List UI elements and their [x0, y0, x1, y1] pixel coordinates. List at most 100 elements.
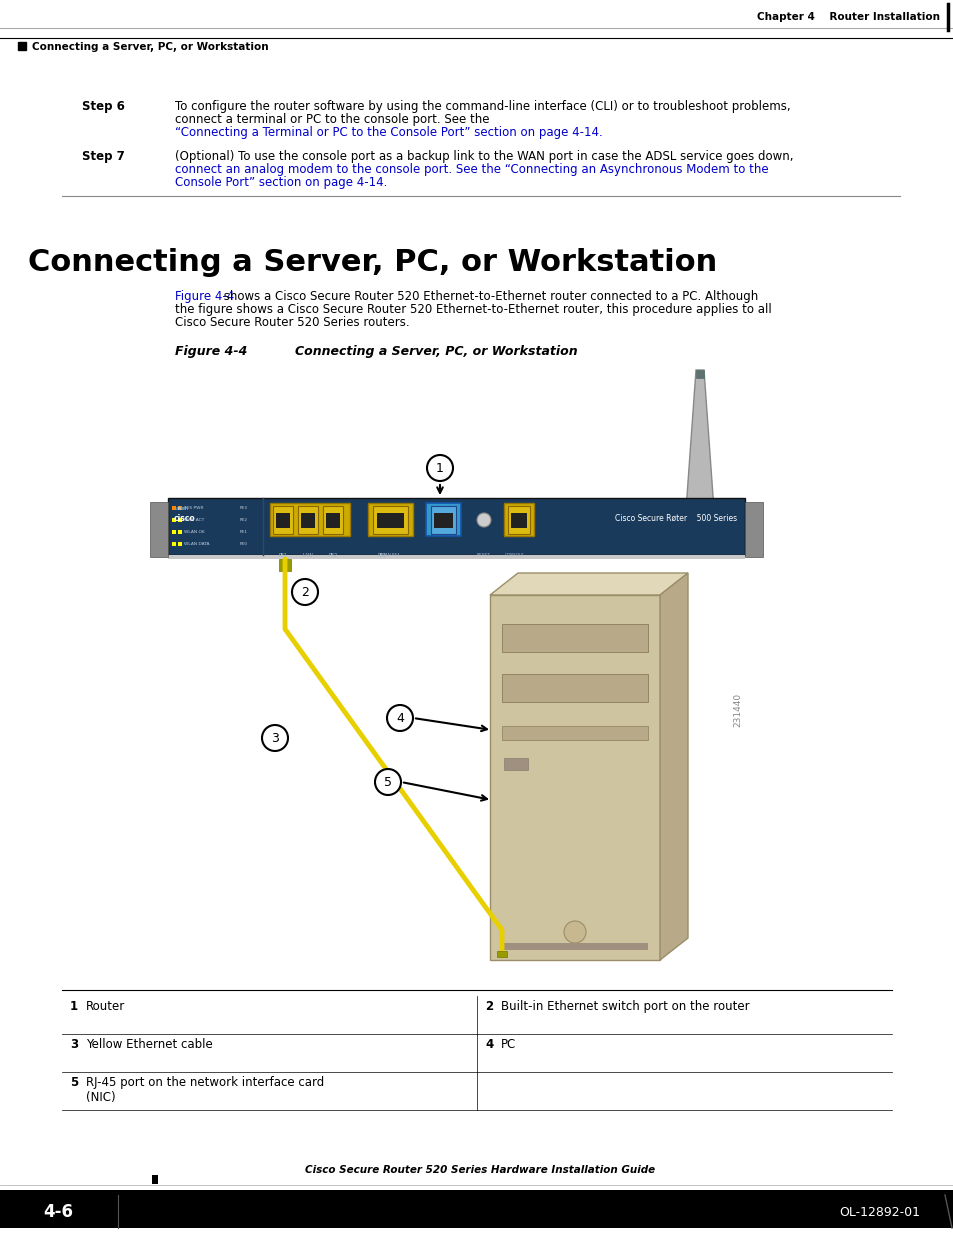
Text: Figure 4-4: Figure 4-4	[174, 345, 247, 358]
Text: “Connecting a Terminal or PC to the Console Port” section on page 4-14.: “Connecting a Terminal or PC to the Cons…	[174, 126, 602, 140]
Bar	[273, 506, 293, 534]
Text: 5: 5	[384, 776, 392, 788]
Text: PE1: PE1	[278, 553, 287, 558]
Text: Connecting a Server, PC, or Workstation: Connecting a Server, PC, or Workstation	[294, 345, 577, 358]
Bar	[172, 530, 175, 534]
Text: FE2: FE2	[240, 517, 248, 522]
Text: Connecting a Server, PC, or Workstation: Connecting a Server, PC, or Workstation	[32, 42, 269, 52]
Text: Cisco Secure Røter    500 Series: Cisco Secure Røter 500 Series	[615, 514, 737, 522]
Bar	[323, 506, 343, 534]
Bar	[501, 944, 647, 950]
Text: shows a Cisco Secure Router 520 Ethernet-to-Ethernet router connected to a PC. A: shows a Cisco Secure Router 520 Ethernet…	[220, 290, 758, 303]
Text: 4: 4	[484, 1037, 493, 1051]
Text: Cisco Secure Router 520 Series routers.: Cisco Secure Router 520 Series routers.	[174, 316, 409, 329]
Bar	[18, 42, 26, 49]
Text: PC: PC	[500, 1037, 516, 1051]
Text: Step 7: Step 7	[82, 149, 125, 163]
Bar	[497, 951, 506, 957]
Bar	[744, 501, 762, 557]
Bar	[511, 513, 526, 529]
Text: Chapter 4    Router Installation: Chapter 4 Router Installation	[757, 12, 939, 22]
Text: CONSOLE: CONSOLE	[504, 553, 524, 557]
Text: 3: 3	[271, 731, 278, 745]
Circle shape	[262, 725, 288, 751]
Bar	[168, 555, 744, 559]
Polygon shape	[659, 573, 687, 960]
Bar	[172, 517, 175, 522]
Bar	[150, 501, 168, 557]
Bar	[434, 513, 453, 529]
Bar	[278, 559, 291, 571]
Bar	[503, 503, 534, 536]
Polygon shape	[685, 370, 713, 510]
Bar	[501, 674, 647, 701]
Bar	[431, 506, 456, 534]
Text: RESET: RESET	[476, 553, 491, 557]
Text: 4-6: 4-6	[43, 1203, 73, 1221]
Text: FE3: FE3	[240, 506, 248, 510]
Text: ahah: ahah	[175, 506, 189, 511]
Text: connect an analog modem to the console port. See the “Connecting an Asynchronous: connect an analog modem to the console p…	[174, 163, 768, 177]
Bar	[373, 506, 408, 534]
Circle shape	[563, 921, 585, 944]
Text: WLAN OK: WLAN OK	[184, 530, 204, 534]
Bar	[501, 624, 647, 652]
Bar	[507, 506, 530, 534]
Text: 5: 5	[70, 1076, 78, 1089]
Bar	[501, 726, 647, 740]
Circle shape	[292, 579, 317, 605]
Text: 3: 3	[70, 1037, 78, 1051]
Bar	[178, 542, 182, 546]
Circle shape	[476, 513, 491, 527]
Bar	[326, 513, 339, 529]
Bar	[172, 506, 175, 510]
Bar	[178, 517, 182, 522]
Bar	[178, 530, 182, 534]
Text: To configure the router software by using the command-line interface (CLI) or to: To configure the router software by usin…	[174, 100, 790, 112]
Text: 231440: 231440	[733, 693, 741, 727]
Text: Step 6: Step 6	[82, 100, 125, 112]
Text: PE1: PE1	[377, 553, 387, 558]
Bar	[0, 1191, 115, 1228]
Text: OL-12892-01: OL-12892-01	[839, 1205, 920, 1219]
Text: cisco: cisco	[173, 514, 195, 522]
Text: SYS PWR: SYS PWR	[184, 506, 203, 510]
Text: Router: Router	[86, 1000, 125, 1013]
Bar	[426, 503, 460, 536]
Text: Figure 4-4: Figure 4-4	[174, 290, 234, 303]
Bar	[275, 513, 290, 529]
Text: Built-in Ethernet switch port on the router: Built-in Ethernet switch port on the rou…	[500, 1000, 749, 1013]
Text: Console Port” section on page 4-14.: Console Port” section on page 4-14.	[174, 177, 387, 189]
Circle shape	[427, 454, 453, 480]
Text: 4: 4	[395, 711, 403, 725]
Text: Yellow Ethernet cable: Yellow Ethernet cable	[86, 1037, 213, 1051]
Text: 2: 2	[484, 1000, 493, 1013]
Bar	[689, 510, 709, 522]
Text: the figure shows a Cisco Secure Router 520 Ethernet-to-Ethernet router, this pro: the figure shows a Cisco Secure Router 5…	[174, 303, 771, 316]
Text: RJ-45 port on the network interface card
(NIC): RJ-45 port on the network interface card…	[86, 1076, 324, 1104]
Polygon shape	[490, 573, 687, 595]
Bar	[168, 498, 744, 555]
Text: LAW: LAW	[302, 553, 314, 558]
Bar	[172, 542, 175, 546]
Bar	[152, 1174, 158, 1184]
Text: WAN PE4: WAN PE4	[380, 553, 399, 557]
Bar	[0, 1191, 953, 1228]
Bar	[297, 506, 317, 534]
Text: FE0: FE0	[240, 542, 248, 546]
Text: WAN ACT: WAN ACT	[184, 517, 204, 522]
Bar	[270, 503, 350, 536]
Text: 1: 1	[70, 1000, 78, 1013]
Text: 2: 2	[301, 585, 309, 599]
Bar	[503, 758, 527, 769]
Bar	[301, 513, 314, 529]
Bar	[490, 595, 659, 960]
Circle shape	[375, 769, 400, 795]
Bar	[178, 506, 182, 510]
Text: connect a terminal or PC to the console port. See the: connect a terminal or PC to the console …	[174, 112, 489, 126]
Text: 1: 1	[436, 462, 443, 474]
Text: Cisco Secure Router 520 Series Hardware Installation Guide: Cisco Secure Router 520 Series Hardware …	[305, 1165, 655, 1174]
Bar	[376, 513, 403, 529]
Text: (Optional) To use the console port as a backup link to the WAN port in case the : (Optional) To use the console port as a …	[174, 149, 793, 163]
Text: PE2: PE2	[328, 553, 337, 558]
